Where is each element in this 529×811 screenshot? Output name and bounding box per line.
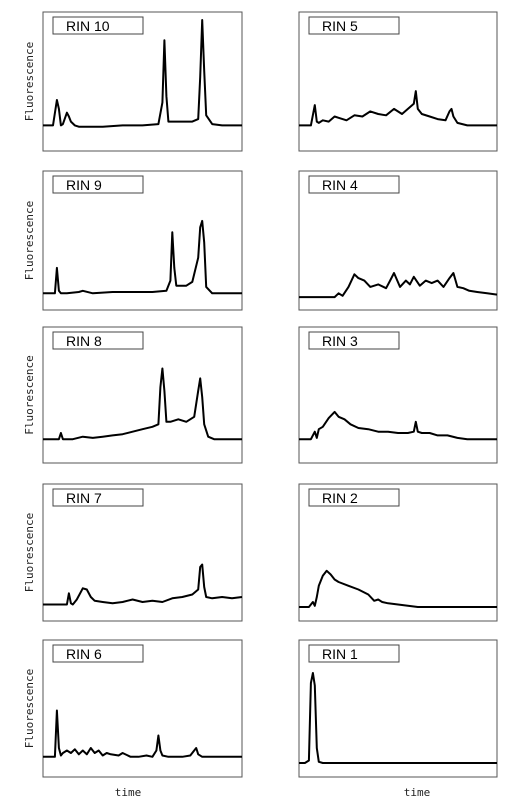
plot-frame [42,11,243,152]
x-axis-label-left: time [115,786,142,799]
panel-title-box [52,488,144,507]
panel-rin-6: RIN 6 Fluorescence [23,639,243,778]
plot-frame [298,326,498,464]
fluorescence-trace [299,569,497,608]
panel-rin-8: RIN 8 Fluorescence [23,326,243,464]
panel-title-box [52,16,144,35]
panel-title-box [308,488,400,507]
panel-title-box [52,175,144,194]
plot-frame [298,170,498,311]
panel-rin-5: RIN 5 [298,11,498,152]
fluorescence-trace [43,367,242,441]
panel-title: RIN 8 [66,333,102,349]
plot-frame [298,639,498,778]
plot-frame [42,326,243,464]
panel-rin-1: RIN 1 [298,639,498,778]
panel-rin-9: RIN 9 Fluorescence [23,170,243,311]
panel-rin-3: RIN 3 [298,326,498,464]
panel-title: RIN 7 [66,490,102,506]
y-axis-label: Fluorescence [23,669,36,748]
y-axis-label: Fluorescence [23,42,36,121]
plot-frame [298,483,498,622]
panel-rin-10: RIN 10 Fluorescence [23,11,243,152]
panel-title-box [308,16,400,35]
panel-title: RIN 9 [66,177,102,193]
plot-frame [298,11,498,152]
fluorescence-trace [299,410,497,441]
panel-title-box [308,644,400,663]
panel-title-box [308,175,400,194]
plot-frame [42,639,243,778]
panel-rin-2: RIN 2 [298,483,498,622]
y-axis-label: Fluorescence [23,201,36,280]
panel-title: RIN 6 [66,646,102,662]
panel-title: RIN 4 [322,177,358,193]
y-axis-label: Fluorescence [23,513,36,592]
panel-rin-4: RIN 4 [298,170,498,311]
plot-frame [42,170,243,311]
panel-rin-7: RIN 7 Fluorescence [23,483,243,622]
fluorescence-trace [299,90,497,127]
panel-title: RIN 3 [322,333,358,349]
fluorescence-trace [299,672,497,764]
x-axis-label-right: time [404,786,431,799]
fluorescence-trace [299,272,498,299]
fluorescence-trace [43,563,243,606]
panel-title: RIN 2 [322,490,358,506]
panel-title: RIN 10 [66,18,110,34]
fluorescence-trace [43,19,242,128]
fluorescence-trace [43,219,242,295]
panel-title-box [52,331,144,350]
fluorescence-trace [43,709,242,758]
y-axis-label: Fluorescence [23,355,36,434]
panel-title-box [308,331,400,350]
panel-title: RIN 5 [322,18,358,34]
panel-title: RIN 1 [322,646,358,662]
panel-title-box [52,644,144,663]
